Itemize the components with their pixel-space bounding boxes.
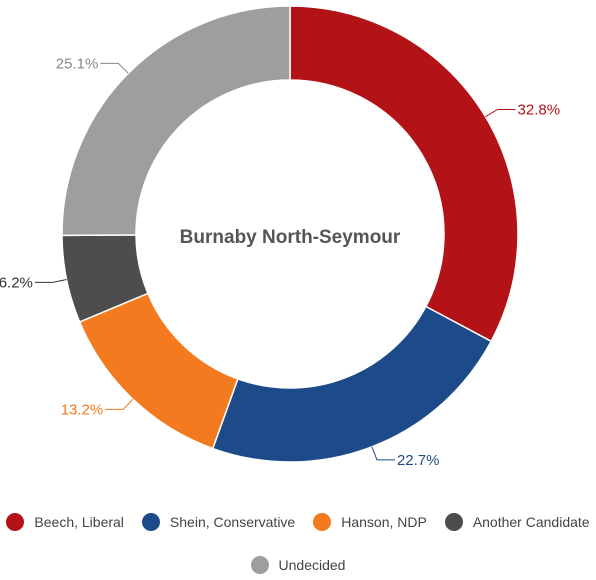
data-label-ndp: 13.2% (61, 401, 104, 418)
slice-conservative[interactable] (211, 305, 493, 463)
legend-item-undecided[interactable]: Undecided (250, 556, 346, 574)
leader-line-another-candidate (34, 279, 67, 283)
legend-row-2: Undecided (0, 556, 596, 574)
legend-label: Hanson, NDP (341, 514, 427, 530)
slice-liberal[interactable] (289, 5, 519, 343)
legend-label: Shein, Conservative (169, 514, 296, 530)
leader-line-ndp (105, 398, 134, 410)
leader-line-conservative (371, 446, 395, 461)
donut-chart-svg: 32.8% 22.7% 13.2% 6.2% 25.1% Burnaby North-S… (0, 5, 561, 469)
slice-undecided[interactable] (61, 5, 291, 237)
legend: Beech, Liberal Shein, Conservative Hanso… (0, 513, 596, 531)
legend-swatch (141, 513, 160, 531)
legend-label: Another Candidate (472, 514, 590, 530)
data-label-liberal: 32.8% (518, 102, 561, 119)
legend-item-ndp[interactable]: Hanson, NDP (313, 513, 427, 531)
slice-ndp[interactable] (78, 292, 239, 450)
data-label-conservative: 22.7% (397, 452, 440, 469)
legend-swatch (6, 513, 25, 531)
legend-label: Undecided (278, 557, 346, 573)
legend-item-conservative[interactable]: Shein, Conservative (141, 513, 296, 531)
leader-line-liberal (485, 109, 516, 118)
legend-swatch (250, 556, 269, 574)
chart-title: Burnaby North-Seymour (180, 227, 401, 248)
legend-swatch (444, 513, 463, 531)
data-label-undecided: 25.1% (56, 55, 99, 72)
legend-item-liberal[interactable]: Beech, Liberal (6, 513, 124, 531)
legend-swatch (313, 513, 332, 531)
data-label-another-candidate: 6.2% (0, 274, 33, 291)
leader-line-undecided (100, 62, 129, 74)
legend-label: Beech, Liberal (34, 514, 124, 530)
legend-item-another-candidate[interactable]: Another Candidate (444, 513, 590, 531)
